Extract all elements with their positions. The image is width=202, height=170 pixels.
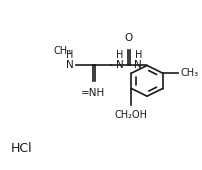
Text: CH₃: CH₃ — [179, 68, 197, 78]
Text: O: O — [124, 33, 132, 43]
Text: H: H — [66, 50, 73, 60]
Text: N: N — [134, 60, 141, 70]
Text: CH₂OH: CH₂OH — [114, 110, 147, 120]
Text: HCl: HCl — [11, 142, 33, 155]
Text: H: H — [134, 50, 141, 60]
Text: CH₃: CH₃ — [53, 46, 72, 56]
Text: N: N — [66, 60, 73, 70]
Text: =NH: =NH — [81, 88, 105, 98]
Text: N: N — [115, 60, 123, 70]
Text: H: H — [115, 50, 123, 60]
